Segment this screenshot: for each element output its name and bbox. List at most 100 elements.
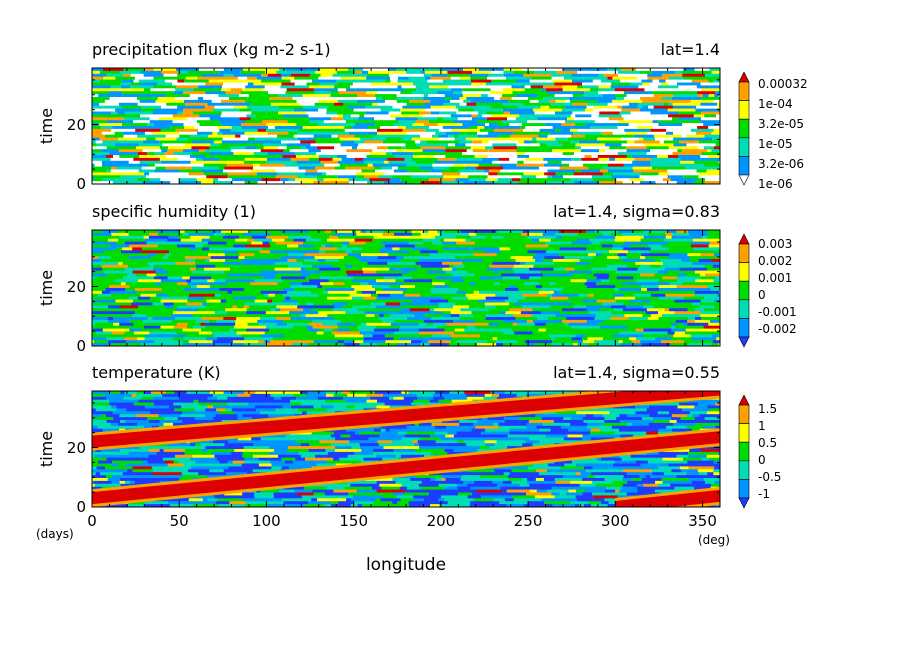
heatmap-cell: [494, 288, 505, 292]
heatmap-cell: [324, 230, 331, 234]
heatmap-cell: [464, 328, 487, 333]
heatmap-cell: [608, 428, 619, 433]
heatmap-cell: [269, 97, 293, 101]
heatmap-cell: [249, 440, 263, 444]
heatmap-cell: [441, 446, 465, 450]
heatmap-cell: [483, 396, 498, 401]
heatmap-cell: [191, 140, 208, 144]
heatmap-cell: [396, 253, 407, 257]
heatmap-cell: [706, 169, 720, 173]
heatmap-cell: [695, 422, 720, 427]
heatmap-cell: [323, 331, 332, 335]
heatmap-cell: [415, 85, 430, 89]
heatmap-cell: [469, 126, 478, 130]
heatmap-cell: [618, 256, 627, 260]
heatmap-cell: [516, 143, 540, 147]
heatmap-cell: [502, 276, 521, 280]
colorbar-segment: [738, 404, 750, 424]
heatmap-cell: [696, 137, 713, 142]
heatmap-cell: [167, 172, 189, 176]
heatmap-cell: [552, 175, 564, 179]
heatmap-cell: [595, 282, 623, 286]
heatmap-cell: [231, 451, 243, 456]
heatmap-cell: [200, 443, 209, 447]
heatmap-cell: [352, 279, 376, 283]
heatmap-cell: [138, 399, 166, 404]
heatmap-cell: [252, 454, 279, 459]
heatmap-cell: [698, 146, 704, 150]
heatmap-cell: [550, 472, 576, 476]
heatmap-cell: [478, 299, 487, 304]
colorbar-tip-high: [738, 233, 750, 245]
heatmap-cell: [509, 111, 535, 115]
heatmap-cell: [354, 140, 365, 144]
heatmap-cell: [667, 155, 678, 159]
heatmap-cell: [219, 120, 246, 124]
heatmap-cell: [219, 70, 241, 75]
heatmap-cell: [378, 451, 407, 456]
heatmap-cell: [358, 308, 363, 312]
heatmap-cell: [332, 126, 345, 130]
heatmap-cell: [551, 76, 564, 81]
heatmap-cell: [348, 178, 370, 182]
heatmap-cell: [675, 319, 688, 324]
heatmap-cell: [389, 285, 401, 289]
heatmap-cell: [334, 166, 346, 171]
y-axis-label-precip: time: [37, 108, 56, 144]
heatmap-cell: [580, 169, 601, 173]
heatmap-cell: [481, 157, 499, 162]
heatmap-cell: [92, 343, 111, 346]
heatmap-cell: [611, 82, 631, 86]
heatmap-cell: [135, 273, 147, 277]
heatmap-cell: [532, 140, 538, 144]
heatmap-cell: [293, 434, 303, 438]
heatmap-cell: [503, 88, 525, 92]
heatmap-cell: [499, 250, 528, 254]
heatmap-cell: [365, 241, 382, 246]
heatmap-cell: [694, 319, 710, 324]
heatmap-cell: [152, 85, 177, 89]
heatmap-cell: [122, 163, 137, 168]
heatmap-cell: [183, 123, 200, 127]
heatmap-cell: [360, 259, 388, 263]
heatmap-cell: [420, 486, 445, 491]
heatmap-cell: [118, 422, 138, 427]
heatmap-cell: [136, 475, 151, 479]
heatmap-cell: [190, 495, 215, 499]
heatmap-cell: [662, 480, 693, 485]
heatmap-cell: [385, 149, 396, 153]
heatmap-cell: [344, 343, 360, 346]
heatmap-cell: [637, 489, 655, 494]
heatmap-cell: [400, 454, 424, 459]
heatmap-cell: [123, 134, 138, 139]
heatmap-cell: [524, 261, 555, 266]
heatmap-cell: [524, 85, 531, 89]
heatmap-cell: [545, 241, 572, 246]
heatmap-cell: [153, 396, 179, 401]
x-tick-label-200: 200: [427, 512, 456, 530]
heatmap-cell: [254, 253, 260, 257]
heatmap-cell: [508, 334, 538, 338]
heatmap-cell: [584, 282, 596, 286]
heatmap-cell: [503, 70, 514, 75]
heatmap-cell: [376, 489, 406, 494]
heatmap-cell: [649, 82, 661, 86]
heatmap-cell: [307, 343, 316, 346]
heatmap-cell: [529, 232, 543, 237]
heatmap-cell: [462, 88, 491, 92]
heatmap-cell: [621, 114, 642, 118]
heatmap-cell: [376, 305, 401, 309]
heatmap-cell: [331, 91, 339, 95]
heatmap-cell: [635, 172, 642, 176]
heatmap-cell: [570, 417, 583, 421]
heatmap-cell: [269, 241, 276, 246]
heatmap-cell: [542, 131, 551, 136]
heatmap-cell: [149, 264, 154, 269]
heatmap-cell: [671, 469, 682, 473]
heatmap-cell: [481, 417, 488, 421]
heatmap-cell: [603, 73, 618, 78]
heatmap-cell: [132, 270, 156, 275]
heatmap-cell: [479, 276, 494, 280]
warm-band: [92, 431, 720, 505]
heatmap-cell: [137, 152, 148, 156]
